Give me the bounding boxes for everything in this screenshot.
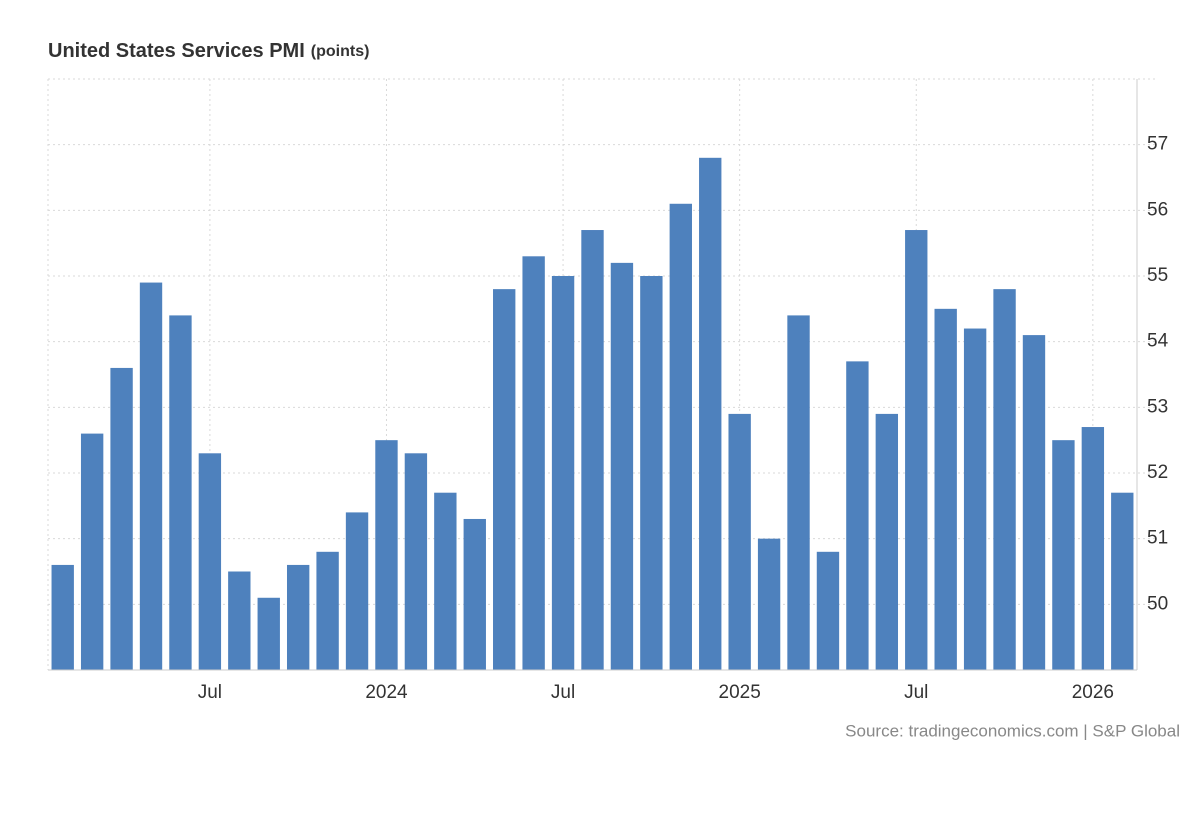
x-tick-label: Jul bbox=[551, 682, 575, 703]
bar bbox=[610, 262, 634, 670]
bar bbox=[169, 315, 192, 670]
bar bbox=[551, 276, 575, 670]
source: Source: tradingeconomics.com | S&P Globa… bbox=[845, 721, 1180, 740]
bar bbox=[728, 413, 751, 670]
bar bbox=[1052, 440, 1075, 670]
y-tick-label: 52 bbox=[1147, 462, 1168, 483]
x-tick-label: 2026 bbox=[1072, 682, 1114, 703]
bar bbox=[139, 282, 163, 670]
bar bbox=[257, 597, 280, 670]
y-tick-label: 57 bbox=[1147, 134, 1168, 155]
bar bbox=[80, 433, 104, 670]
bar bbox=[345, 512, 369, 670]
title-text: United States Services PMI bbox=[48, 40, 305, 62]
bar bbox=[993, 289, 1016, 670]
bar bbox=[581, 230, 604, 671]
x-tick-label: Jul bbox=[198, 682, 222, 703]
bar bbox=[1111, 492, 1134, 670]
bar bbox=[286, 564, 310, 670]
bar bbox=[787, 315, 810, 670]
bar bbox=[110, 367, 133, 670]
bar bbox=[404, 453, 428, 670]
bar bbox=[51, 564, 74, 670]
title-unit: (points) bbox=[311, 43, 370, 60]
y-tick-label: 51 bbox=[1147, 528, 1168, 549]
y-tick-label: 54 bbox=[1147, 331, 1169, 352]
bar bbox=[522, 256, 545, 670]
bar bbox=[669, 203, 692, 670]
bar bbox=[640, 276, 663, 670]
bar bbox=[757, 538, 781, 670]
y-tick-label: 55 bbox=[1147, 265, 1168, 286]
chart-title: United States Services PMI (points) bbox=[48, 40, 369, 62]
bar bbox=[463, 518, 486, 670]
bar bbox=[316, 551, 339, 670]
x-tick-label: Jul bbox=[904, 682, 928, 703]
y-tick-label: 53 bbox=[1147, 396, 1168, 417]
bar bbox=[875, 413, 899, 670]
x-tick-label: 2024 bbox=[365, 682, 408, 703]
bar bbox=[375, 440, 398, 670]
bar bbox=[963, 328, 987, 670]
bar bbox=[699, 157, 722, 671]
bar bbox=[434, 492, 457, 670]
y-tick-label: 56 bbox=[1147, 199, 1168, 220]
bar bbox=[846, 361, 869, 670]
bar bbox=[228, 571, 251, 670]
y-tick-label: 50 bbox=[1147, 593, 1168, 614]
bar bbox=[1022, 335, 1046, 670]
bar bbox=[816, 551, 840, 670]
bar bbox=[905, 230, 928, 671]
bar bbox=[198, 453, 222, 670]
x-tick-label: 2025 bbox=[719, 682, 761, 703]
bar bbox=[1081, 427, 1105, 670]
bar bbox=[493, 289, 516, 670]
bar bbox=[934, 308, 957, 670]
